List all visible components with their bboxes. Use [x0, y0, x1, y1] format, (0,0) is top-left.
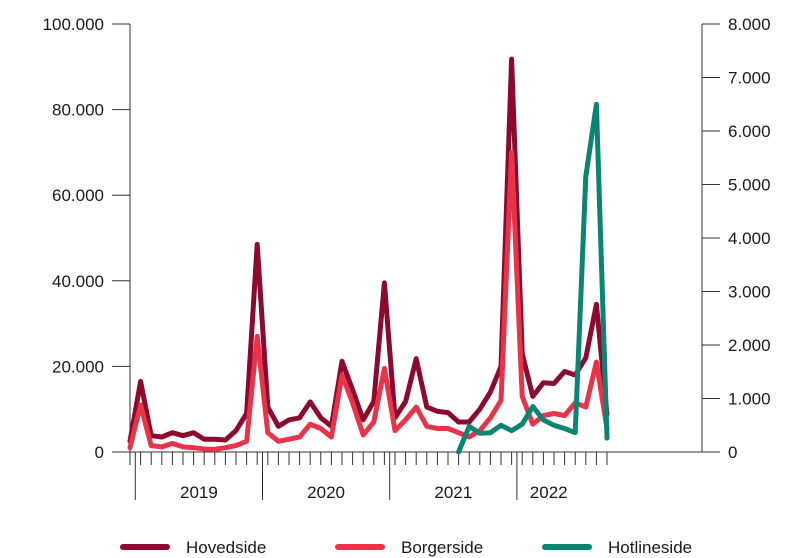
right-y-tick-label: 6.000: [728, 122, 771, 141]
right-y-tick-label: 4.000: [728, 229, 771, 248]
right-y-tick-label: 1.000: [728, 390, 771, 409]
series-line-borgerside: [127, 149, 610, 452]
left-y-tick-label: 80.000: [52, 101, 104, 120]
right-y-tick-label: 7.000: [728, 69, 771, 88]
left-y-tick-label: 20.000: [52, 357, 104, 376]
legend-label-borgerside: Borgerside: [401, 538, 483, 557]
x-year-label: 2019: [180, 483, 218, 502]
chart-series-lines: [127, 56, 610, 455]
chart-legend: Hovedside Borgerside Hotlineside: [120, 538, 692, 557]
right-y-tick-label: 0: [728, 443, 737, 462]
left-y-tick-label: 40.000: [52, 272, 104, 291]
right-y-tick-label: 3.000: [728, 283, 771, 302]
series-line-hotlineside: [456, 101, 610, 455]
x-year-label: 2021: [434, 483, 472, 502]
legend-label-hovedside: Hovedside: [186, 538, 266, 557]
x-year-label: 2022: [530, 483, 568, 502]
left-y-tick-label: 0: [95, 443, 104, 462]
right-y-tick-label: 5.000: [728, 176, 771, 195]
right-y-tick-label: 8.000: [728, 15, 771, 34]
right-y-tick-label: 2.000: [728, 336, 771, 355]
x-year-label: 2020: [307, 483, 345, 502]
left-y-tick-label: 100.000: [43, 15, 104, 34]
chart-axes: 0 20.000 40.000 60.000 80.000 100.000 0 1.000 2.…: [43, 15, 771, 502]
left-y-tick-label: 60.000: [52, 186, 104, 205]
legend-label-hotlineside: Hotlineside: [608, 538, 692, 557]
series-line-hovedside: [127, 56, 610, 444]
